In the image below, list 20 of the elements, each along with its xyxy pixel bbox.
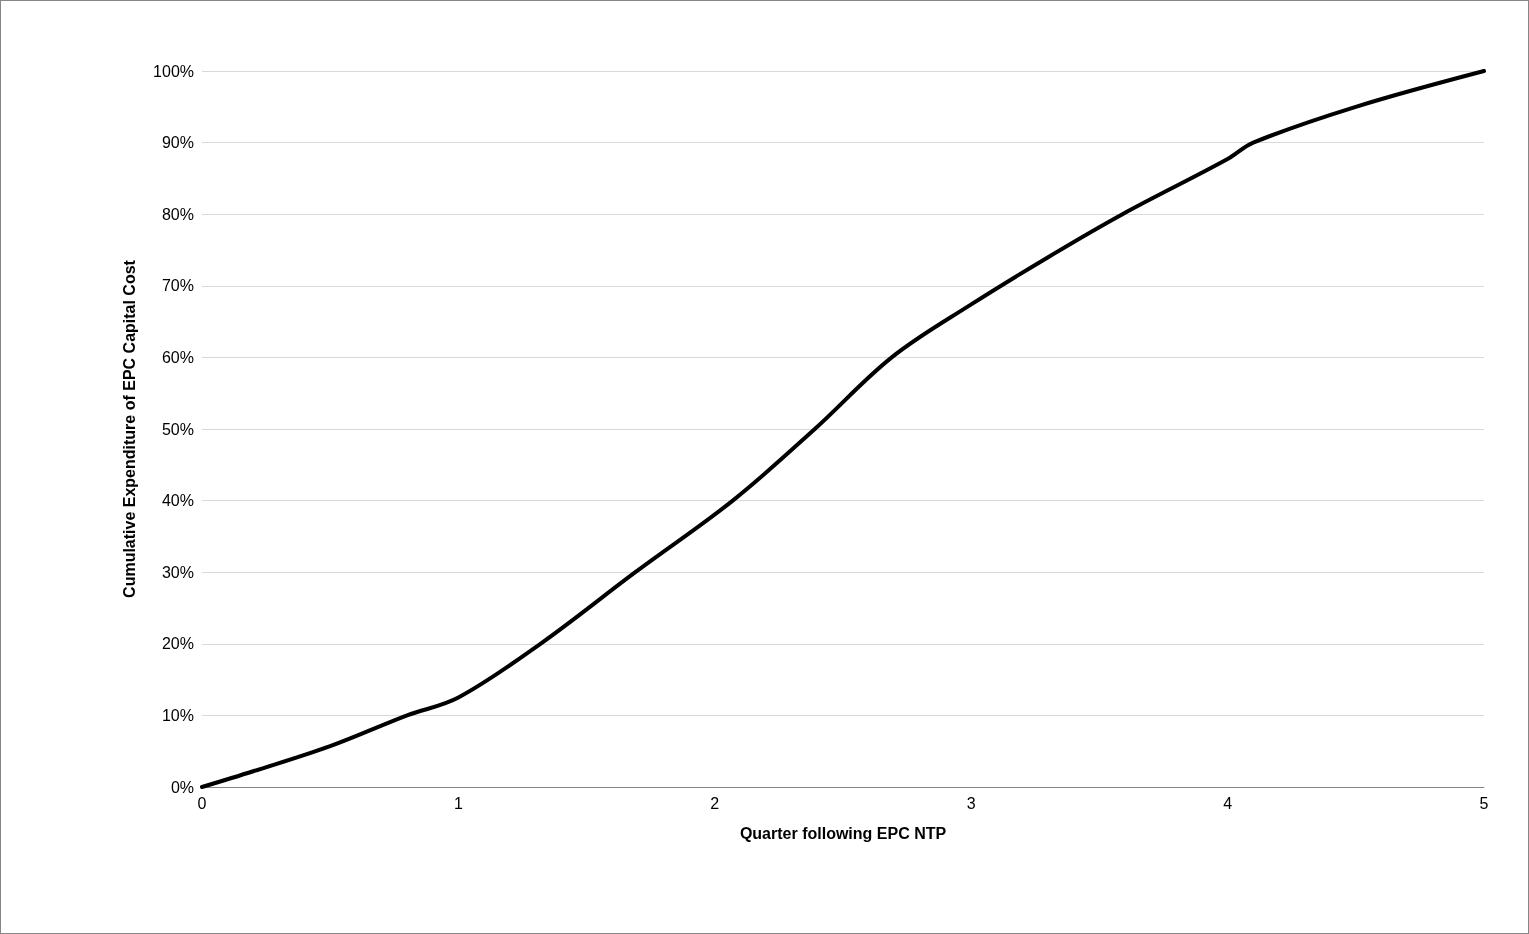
y-tick-label: 100% <box>153 62 194 80</box>
x-tick-label: 0 <box>197 794 207 812</box>
y-tick-label: 20% <box>161 635 194 653</box>
y-tick-label: 80% <box>161 205 194 223</box>
y-tick-label: 0% <box>170 778 194 796</box>
x-tick-label: 4 <box>1223 794 1233 812</box>
y-tick-label: 50% <box>161 420 194 438</box>
y-tick-label: 30% <box>161 563 194 581</box>
y-tick-label: 90% <box>161 134 194 152</box>
y-tick-label: 70% <box>161 277 194 295</box>
x-axis-title: Quarter following EPC NTP <box>739 824 947 842</box>
y-axis-title: Cumulative Expenditure of EPC Capital Cost <box>120 259 138 598</box>
x-tick-label: 2 <box>710 794 720 812</box>
x-tick-label: 5 <box>1479 794 1489 812</box>
x-tick-label: 1 <box>453 794 463 812</box>
x-tick-label: 3 <box>966 794 976 812</box>
y-tick-label: 10% <box>161 706 194 724</box>
y-tick-label: 60% <box>161 348 194 366</box>
line-series <box>200 69 1486 789</box>
y-tick-label: 40% <box>161 492 194 510</box>
